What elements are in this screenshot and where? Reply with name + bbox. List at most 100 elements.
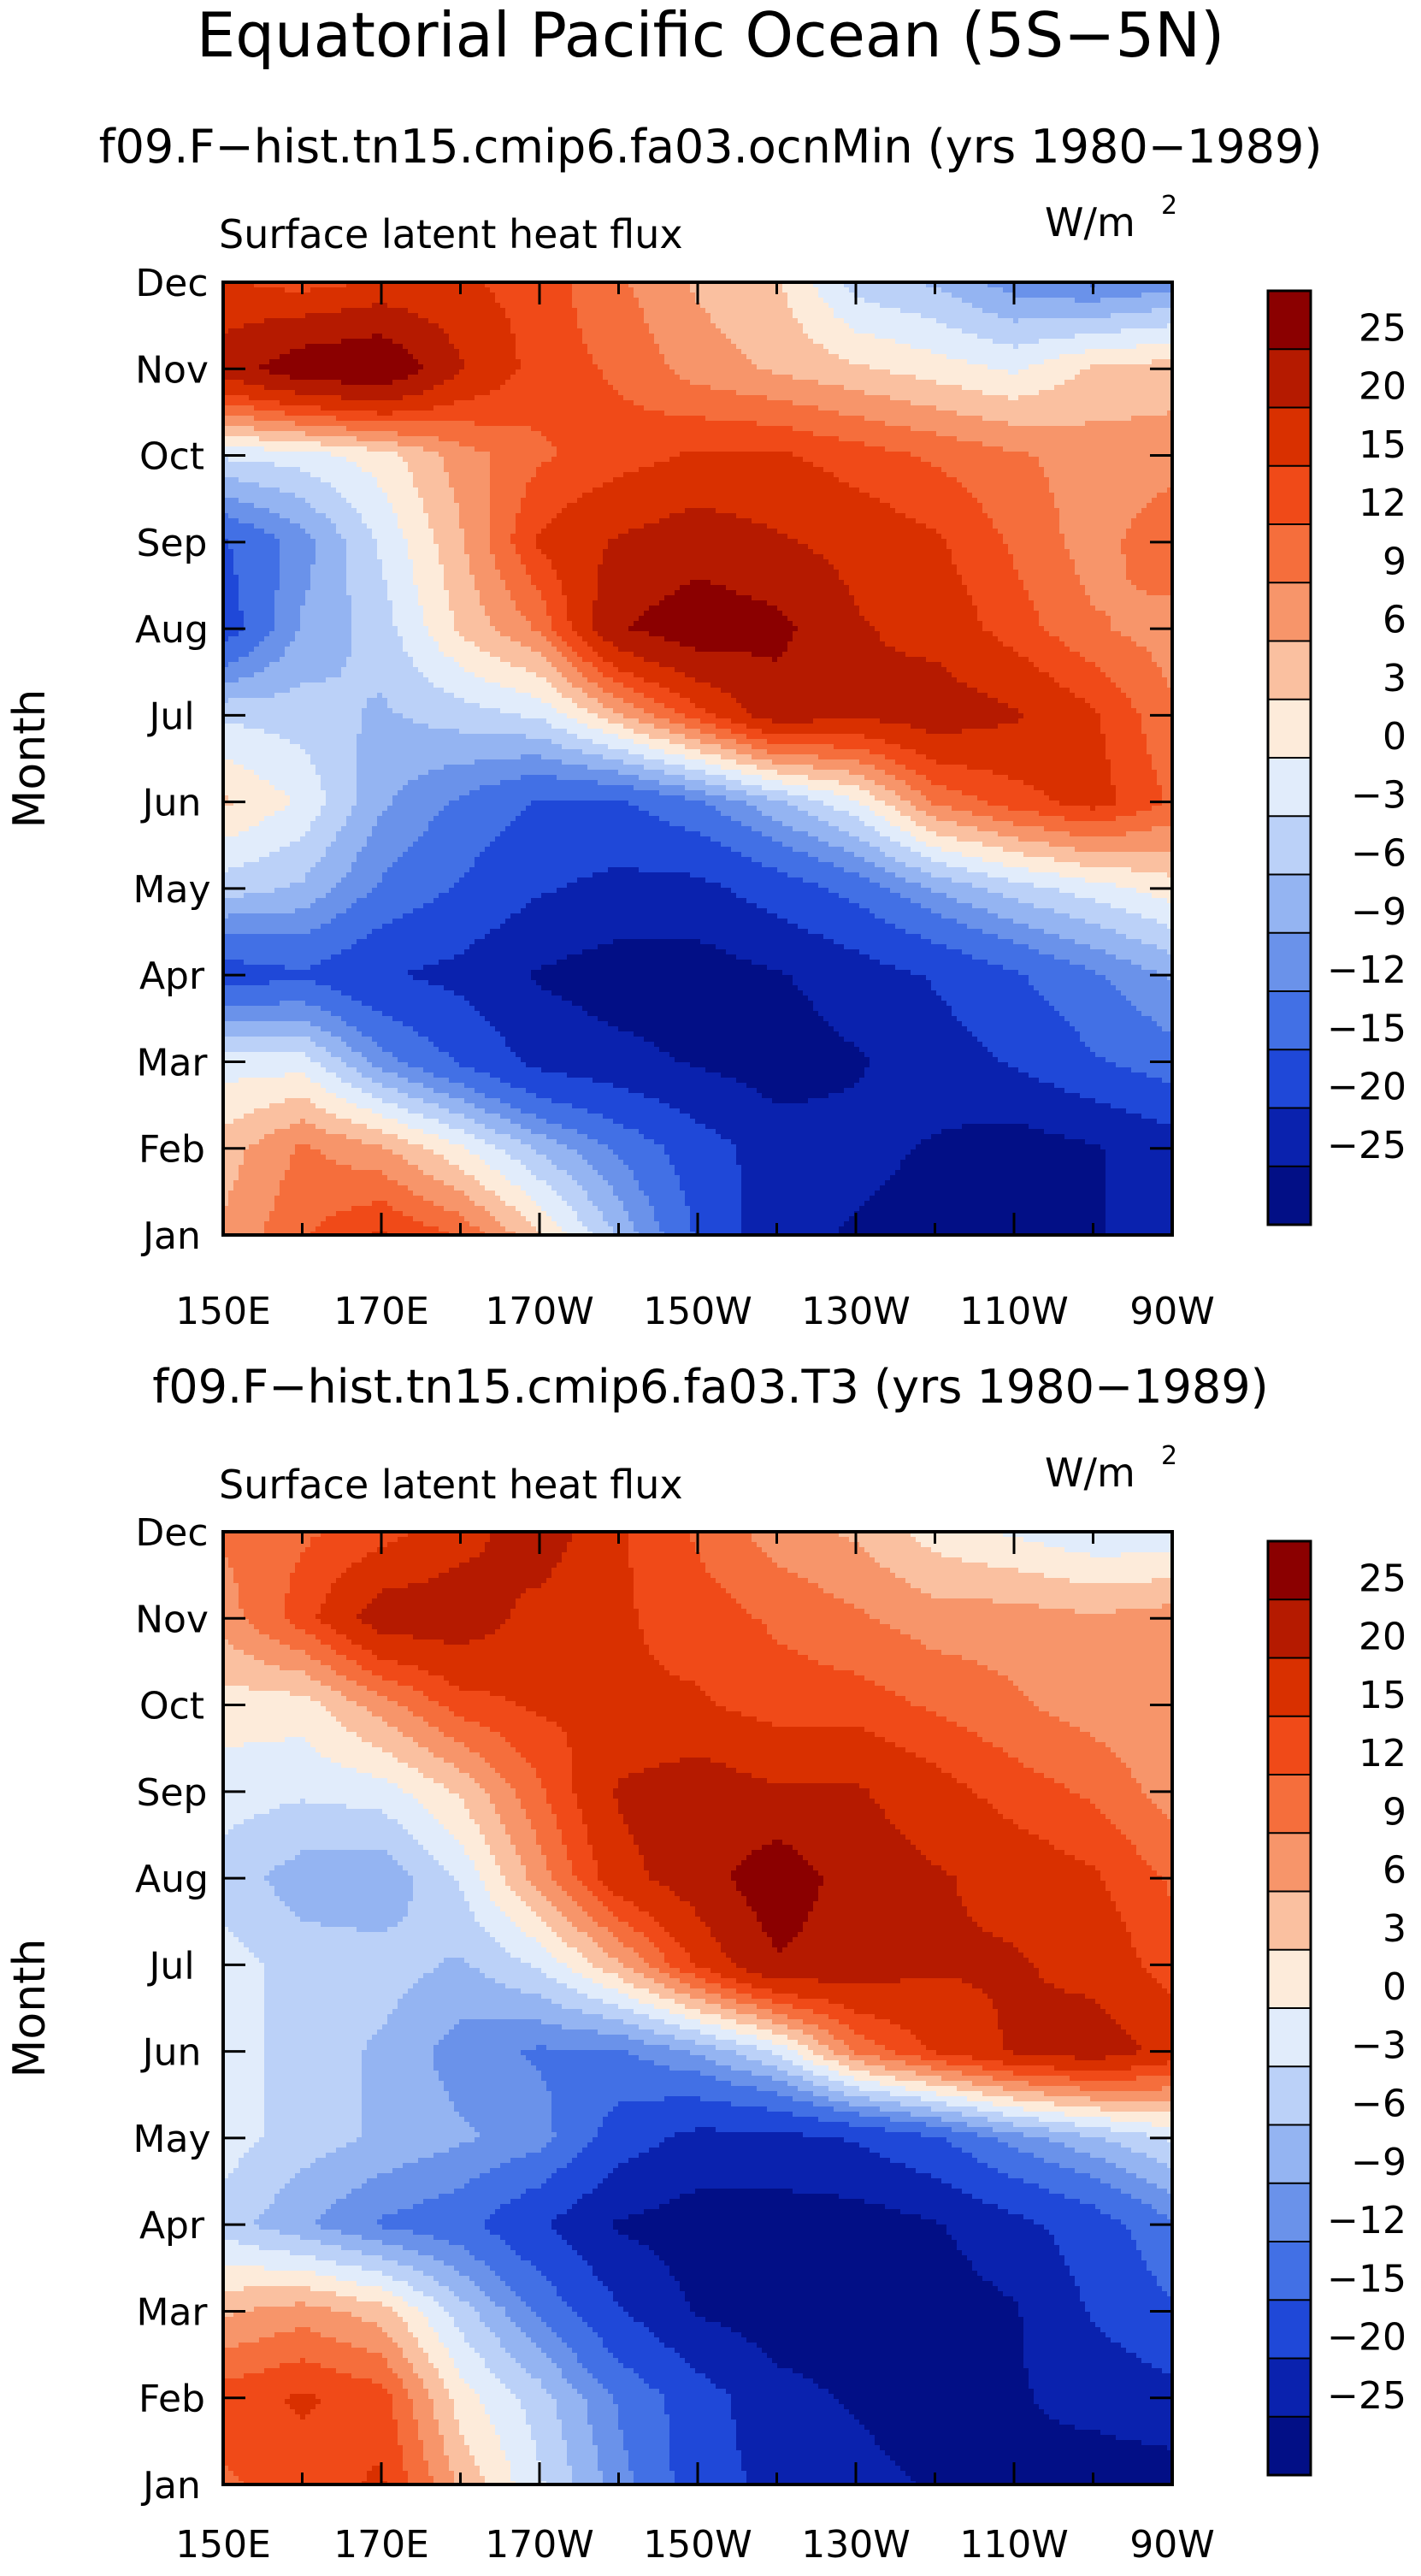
- colorbar-label: −20: [1327, 1066, 1406, 1109]
- colorbar-swatch: [1268, 524, 1311, 583]
- colorbar-swatch: [1268, 875, 1311, 934]
- x-tick-label: 150E: [175, 1290, 271, 1333]
- y-tick-label: Mar: [136, 2290, 208, 2334]
- colorbar-swatch: [1268, 1892, 1311, 1951]
- colorbar-swatch: [1268, 2066, 1311, 2125]
- colorbar-label: 0: [1383, 1965, 1406, 2009]
- colorbar-swatch: [1268, 1599, 1311, 1658]
- colorbar-label: −15: [1327, 1007, 1406, 1050]
- y-axis-label: Month: [4, 689, 56, 829]
- colorbar-swatch: [1268, 1049, 1311, 1108]
- colorbar-swatch: [1268, 291, 1311, 350]
- units-label: W/m: [1045, 1450, 1135, 1496]
- y-tick-label: Sep: [137, 522, 208, 565]
- colorbar-label: 6: [1383, 1849, 1406, 1893]
- y-tick-label: Sep: [137, 1771, 208, 1815]
- colorbar-label: −12: [1327, 948, 1406, 992]
- colorbar-label: 20: [1359, 1616, 1406, 1659]
- field-label: Surface latent heat flux: [219, 211, 683, 257]
- y-tick-label: Nov: [135, 348, 209, 392]
- colorbar-swatch: [1268, 408, 1311, 467]
- colorbar-swatch: [1268, 582, 1311, 641]
- colorbar-swatch: [1268, 349, 1311, 408]
- y-tick-label: Jun: [140, 2031, 202, 2075]
- contour-field: [223, 1532, 1173, 2485]
- units-label: W/m: [1045, 199, 1135, 245]
- colorbar-label: 0: [1383, 715, 1406, 759]
- y-tick-label: Dec: [135, 262, 208, 305]
- colorbar-label: −15: [1327, 2257, 1406, 2301]
- colorbar-swatch: [1268, 816, 1311, 875]
- y-tick-label: Feb: [139, 2378, 205, 2421]
- x-tick-label: 170W: [485, 2523, 594, 2567]
- colorbar-swatch: [1268, 1716, 1311, 1775]
- colorbar-label: 15: [1359, 1674, 1406, 1717]
- colorbar-label: −3: [1351, 2024, 1406, 2067]
- figure-title: Equatorial Pacific Ocean (5S−5N): [197, 0, 1224, 71]
- y-tick-label: Dec: [135, 1511, 208, 1555]
- colorbar-swatch: [1268, 758, 1311, 817]
- colorbar-swatch: [1268, 2183, 1311, 2242]
- y-tick-label: Apr: [139, 2204, 205, 2248]
- colorbar-swatch: [1268, 2359, 1311, 2418]
- colorbar-label: −25: [1327, 1124, 1406, 1167]
- x-tick-label: 150E: [175, 2523, 271, 2567]
- units-exponent: 2: [1161, 191, 1177, 221]
- figure: Equatorial Pacific Ocean (5S−5N) f09.F−h…: [0, 0, 1421, 2576]
- y-tick-label: Oct: [139, 435, 204, 479]
- y-tick-label: Feb: [139, 1128, 205, 1172]
- y-tick-label: Nov: [135, 1598, 209, 1641]
- y-tick-label: May: [133, 868, 211, 912]
- colorbar-label: 3: [1383, 1907, 1406, 1951]
- colorbar-swatch: [1268, 1658, 1311, 1717]
- colorbar-swatch: [1268, 2417, 1311, 2476]
- colorbar-label: −6: [1351, 832, 1406, 876]
- y-tick-label: Jul: [146, 1944, 194, 1988]
- colorbar-swatch: [1268, 933, 1311, 992]
- x-tick-label: 170E: [333, 2523, 429, 2567]
- colorbar-label: −25: [1327, 2374, 1406, 2418]
- colorbar-swatch: [1268, 2300, 1311, 2359]
- x-tick-label: 170W: [485, 1290, 594, 1333]
- colorbar-swatch: [1268, 641, 1311, 700]
- y-tick-label: Jul: [146, 694, 194, 738]
- y-tick-label: Jun: [140, 782, 202, 825]
- colorbar-label: −9: [1351, 890, 1406, 934]
- colorbar-label: −20: [1327, 2316, 1406, 2360]
- colorbar-label: −9: [1351, 2141, 1406, 2184]
- x-tick-label: 170E: [333, 1290, 429, 1333]
- y-tick-label: Aug: [135, 608, 209, 652]
- colorbar-label: 9: [1383, 540, 1406, 583]
- y-tick-label: Jan: [140, 1214, 201, 1258]
- colorbar-label: −12: [1327, 2199, 1406, 2242]
- x-tick-label: 110W: [959, 2523, 1069, 2567]
- colorbar-label: 9: [1383, 1790, 1406, 1834]
- hovmoller-panel-top: JanFebMarAprMayJunJulAugSepOctNovDecMont…: [4, 191, 1406, 1333]
- colorbar-swatch: [1268, 466, 1311, 525]
- y-tick-label: Apr: [139, 954, 205, 998]
- colorbar-swatch: [1268, 991, 1311, 1050]
- colorbar-label: 15: [1359, 423, 1406, 467]
- y-tick-label: Aug: [135, 1858, 209, 1901]
- hovmoller-panel-bottom: JanFebMarAprMayJunJulAugSepOctNovDecMont…: [4, 1441, 1406, 2567]
- colorbar-label: 25: [1359, 306, 1406, 350]
- y-tick-label: Jan: [140, 2464, 201, 2508]
- colorbar-label: 12: [1359, 482, 1406, 525]
- y-tick-label: May: [133, 2118, 211, 2161]
- y-axis-label: Month: [4, 1939, 56, 2078]
- colorbar-swatch: [1268, 1108, 1311, 1167]
- colorbar-swatch: [1268, 2008, 1311, 2067]
- colorbar-label: 25: [1359, 1557, 1406, 1600]
- x-tick-label: 90W: [1129, 2523, 1215, 2567]
- subtitle-bottom: f09.F−hist.tn15.cmip6.fa03.T3 (yrs 1980−…: [152, 1360, 1268, 1414]
- colorbar-label: 3: [1383, 657, 1406, 700]
- colorbar-label: 6: [1383, 599, 1406, 642]
- colorbar-label: 12: [1359, 1732, 1406, 1775]
- x-tick-label: 150W: [643, 1290, 752, 1333]
- colorbar-swatch: [1268, 2242, 1311, 2301]
- colorbar-label: 20: [1359, 365, 1406, 409]
- subtitle-top: f09.F−hist.tn15.cmip6.fa03.ocnMin (yrs 1…: [99, 120, 1323, 174]
- contour-field: [223, 282, 1173, 1236]
